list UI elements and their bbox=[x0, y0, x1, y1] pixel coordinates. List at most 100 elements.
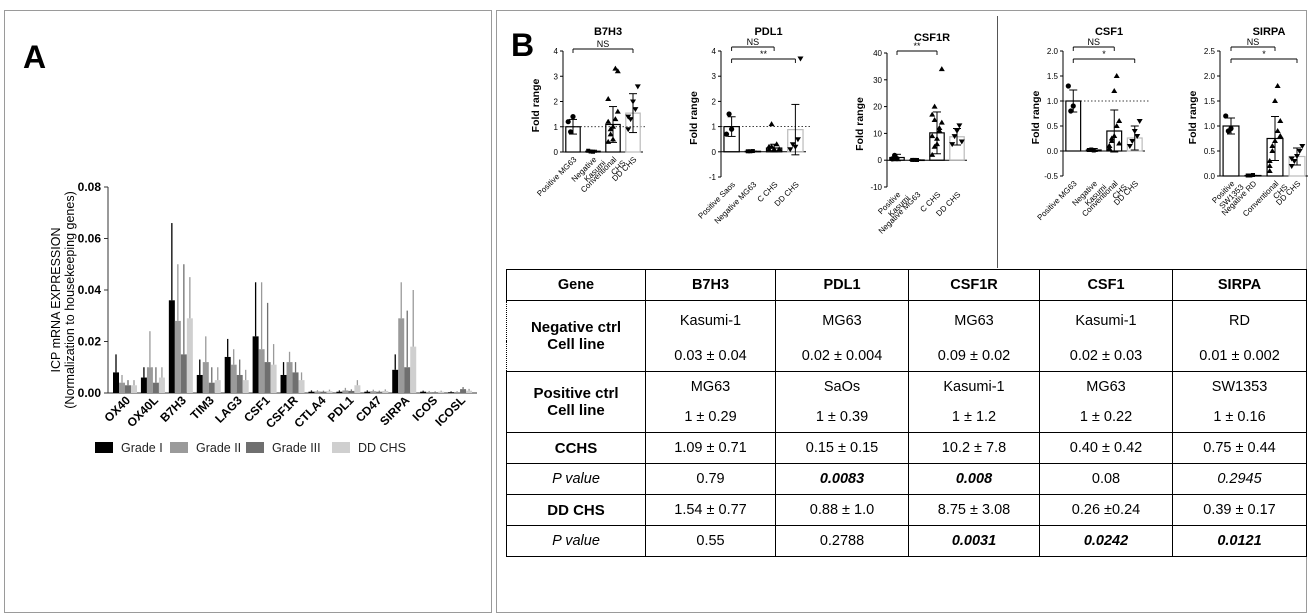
table-cell: RD bbox=[1172, 300, 1307, 341]
mini-point bbox=[1091, 148, 1096, 153]
table-cell: 0.15 ± 0.15 bbox=[775, 432, 909, 464]
bar bbox=[308, 391, 315, 393]
bar bbox=[364, 391, 371, 393]
mini-point bbox=[607, 131, 614, 137]
mini-y-tick-label: 2 bbox=[712, 97, 717, 106]
mini-y-tick-label: -10 bbox=[870, 183, 882, 192]
table-cell: 0.40 ± 0.42 bbox=[1039, 432, 1173, 464]
mini-y-tick-label: 2.0 bbox=[1047, 47, 1059, 56]
mini-point bbox=[794, 137, 801, 143]
table-row-ddchs: DD CHS 1.54 ± 0.77 0.88 ± 1.0 8.75 ± 3.0… bbox=[506, 494, 1307, 526]
mini-point bbox=[726, 111, 732, 117]
mini-point bbox=[929, 133, 936, 139]
mini-point bbox=[1245, 173, 1250, 178]
p-value-cell: 0.2788 bbox=[775, 525, 909, 557]
mini-point bbox=[625, 114, 632, 120]
bar bbox=[202, 362, 209, 393]
legend-swatch bbox=[332, 442, 350, 453]
table-row-cchs: CCHS 1.09 ± 0.71 0.15 ± 0.15 10.2 ± 7.8 … bbox=[506, 432, 1307, 464]
bar bbox=[376, 391, 383, 393]
y-tick-label: 0.04 bbox=[78, 283, 102, 297]
mini-point bbox=[632, 107, 639, 113]
legend-label: DD CHS bbox=[358, 441, 406, 455]
mini-point bbox=[1070, 103, 1076, 109]
mini-point bbox=[1111, 88, 1118, 93]
mini-point bbox=[605, 95, 612, 101]
bar bbox=[252, 336, 259, 393]
mini-point bbox=[1136, 119, 1143, 124]
results-table: Gene B7H3 PDL1 CSF1R CSF1 SIRPA Negative… bbox=[506, 269, 1307, 557]
mini-y-tick-label: 0 bbox=[554, 148, 559, 157]
mini-point bbox=[1272, 98, 1278, 103]
bar bbox=[432, 392, 439, 393]
mini-point bbox=[766, 143, 773, 149]
table-row-negative: Negative ctrl Cell line Kasumi-1 MG63 MG… bbox=[506, 300, 1307, 372]
bar bbox=[224, 356, 231, 393]
table-cell: MG63 bbox=[645, 371, 776, 402]
mini-y-tick-label: -0.5 bbox=[1044, 172, 1058, 181]
mini-point bbox=[766, 146, 773, 152]
mini-point bbox=[787, 147, 794, 153]
table-header-cell: CSF1 bbox=[1039, 269, 1173, 301]
mini-point bbox=[745, 149, 750, 154]
mini-point bbox=[938, 119, 945, 125]
table-cell: 0.75 ± 0.44 bbox=[1172, 432, 1307, 464]
mini-y-title: Fold range bbox=[1030, 91, 1042, 145]
positive-ctrl-label: Positive ctrl Cell line bbox=[506, 371, 646, 433]
significance-label: * bbox=[1102, 49, 1106, 59]
mini-point bbox=[934, 141, 940, 147]
mini-point bbox=[1086, 148, 1091, 152]
mini-chart-title: PDL1 bbox=[754, 26, 782, 38]
table-header-cell: PDL1 bbox=[775, 269, 909, 301]
table-row-negative-values: 0.03 ± 0.04 0.02 ± 0.004 0.09 ± 0.02 0.0… bbox=[507, 341, 1307, 372]
mini-point bbox=[605, 118, 612, 124]
mini-point bbox=[605, 138, 612, 144]
bar bbox=[448, 392, 455, 393]
mini-y-tick-label: 0 bbox=[878, 156, 883, 165]
dd-chs-label: DD CHS bbox=[506, 494, 646, 526]
p-value-cell: 0.79 bbox=[645, 463, 776, 495]
mini-y-label: Fold range bbox=[530, 79, 542, 133]
x-tick-label: PDL1 bbox=[325, 393, 357, 425]
mini-point bbox=[1288, 156, 1295, 162]
p-value-cell: 0.008 bbox=[908, 463, 1040, 495]
table-cell: 0.88 ± 1.0 bbox=[775, 494, 909, 526]
mini-point bbox=[1116, 140, 1123, 146]
mini-point bbox=[1288, 164, 1295, 169]
bar bbox=[168, 300, 175, 393]
mini-chart-title: CSF1R bbox=[914, 32, 950, 44]
bar bbox=[180, 354, 187, 393]
mini-y-tick-label: 3 bbox=[712, 72, 717, 81]
panel-a-letter: A bbox=[23, 39, 47, 75]
mini-point bbox=[1269, 148, 1276, 153]
significance-label: ** bbox=[913, 41, 921, 51]
mini-y-tick-label: 20 bbox=[873, 103, 882, 112]
bar bbox=[466, 390, 473, 393]
bar bbox=[131, 385, 137, 393]
bar bbox=[314, 391, 321, 393]
mini-point bbox=[792, 144, 799, 150]
mini-y-title: Fold range bbox=[530, 79, 542, 133]
mini-point bbox=[1299, 144, 1306, 149]
mini-point bbox=[938, 66, 945, 72]
significance-label: NS bbox=[1087, 37, 1100, 47]
mini-y-tick-label: 1.5 bbox=[1047, 72, 1059, 81]
p-value-cell: 0.0031 bbox=[908, 525, 1040, 557]
mini-point bbox=[1277, 133, 1284, 138]
table-cell: 8.75 ± 3.08 bbox=[908, 494, 1040, 526]
mini-point bbox=[1131, 129, 1138, 134]
mini-y-tick-label: 40 bbox=[873, 49, 882, 58]
bar bbox=[336, 391, 343, 393]
table-header-cell: CSF1R bbox=[908, 269, 1040, 301]
mini-point bbox=[771, 146, 778, 152]
mini-point bbox=[1108, 135, 1115, 141]
mini-point bbox=[1296, 149, 1303, 154]
table-row-cchs-p: P value 0.79 0.0083 0.008 0.08 0.2945 bbox=[506, 463, 1307, 495]
bar bbox=[354, 385, 361, 393]
bar bbox=[342, 390, 349, 393]
mini-point bbox=[614, 108, 621, 114]
bar bbox=[125, 385, 131, 393]
panel-b: B7H3 0 1 2 3 4 Fold range Positive MG63 Negative… bbox=[496, 10, 1308, 613]
table-cell: SW1353 bbox=[1172, 371, 1307, 402]
